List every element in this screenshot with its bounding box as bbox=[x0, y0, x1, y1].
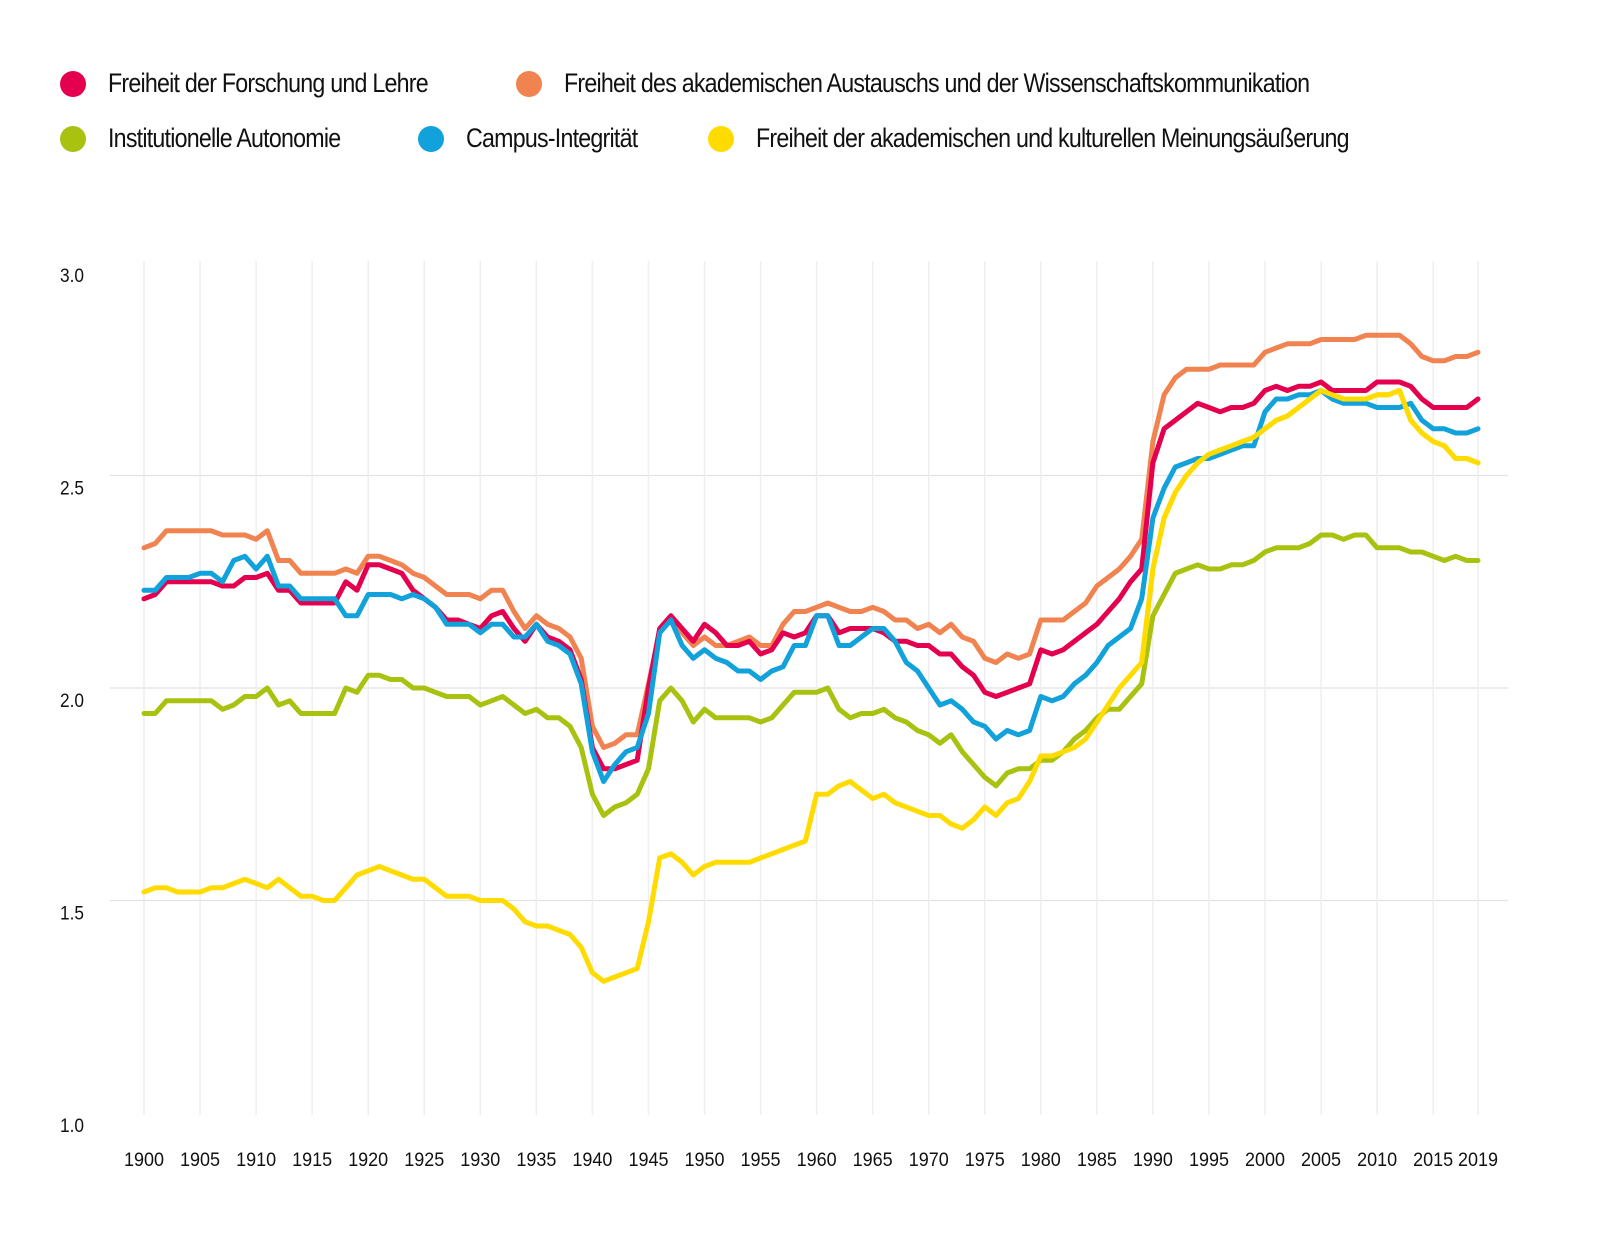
x-tick-label: 1935 bbox=[516, 1150, 556, 1171]
x-tick-label: 1985 bbox=[1077, 1150, 1117, 1171]
legend-row-1: Freiheit der Forschung und Lehre Freihei… bbox=[60, 56, 1560, 111]
x-tick-label: 1970 bbox=[909, 1150, 949, 1171]
legend-label: Freiheit der Forschung und Lehre bbox=[108, 68, 429, 98]
x-tick-label: 1925 bbox=[404, 1150, 444, 1171]
legend-dot-icon bbox=[60, 70, 86, 97]
x-axis-ticks: 1900 1905 1910 1915 1920 1925 1930 1935 1940 1945… bbox=[124, 1150, 1498, 1171]
y-tick-label: 1.5 bbox=[60, 904, 84, 925]
y-tick-label: 2.0 bbox=[60, 691, 84, 712]
x-tick-label: 2005 bbox=[1301, 1150, 1341, 1171]
x-gridlines bbox=[143, 261, 1479, 1115]
x-tick-label: 1905 bbox=[180, 1150, 220, 1171]
x-tick-label: 1960 bbox=[797, 1150, 837, 1171]
y-axis-ticks: 1.0 1.5 2.0 2.5 3.0 bbox=[60, 266, 84, 1137]
legend-dot-icon bbox=[707, 125, 734, 152]
x-tick-label: 1995 bbox=[1189, 1150, 1229, 1171]
x-tick-label: 1940 bbox=[572, 1150, 612, 1171]
x-tick-label: 2010 bbox=[1357, 1150, 1397, 1171]
series-line-2 bbox=[141, 532, 1481, 818]
x-tick-label: 2019 bbox=[1458, 1150, 1498, 1171]
x-tick-label: 1910 bbox=[236, 1150, 276, 1171]
series-lines bbox=[141, 332, 1481, 984]
legend-item-meinungsaeusserung: Freiheit der akademischen und kulturelle… bbox=[707, 123, 1445, 154]
y-gridlines bbox=[110, 474, 1508, 902]
legend-item-autonomie: Institutionelle Autonomie bbox=[60, 123, 378, 154]
x-tick-label: 1950 bbox=[685, 1150, 725, 1171]
x-tick-label: 1930 bbox=[460, 1150, 500, 1171]
legend-dot-icon bbox=[418, 125, 445, 152]
x-tick-label: 1920 bbox=[348, 1150, 388, 1171]
series-line-1 bbox=[141, 332, 1481, 750]
legend-label: Institutionelle Autonomie bbox=[108, 123, 341, 153]
y-tick-label: 3.0 bbox=[60, 266, 84, 287]
x-tick-label: 1975 bbox=[965, 1150, 1005, 1171]
legend-label: Freiheit der akademischen und kulturelle… bbox=[755, 123, 1350, 153]
legend-dot-icon bbox=[515, 70, 542, 97]
series-line-4-overlay bbox=[1139, 388, 1481, 665]
x-tick-label: 2000 bbox=[1245, 1150, 1285, 1171]
x-tick-label: 1980 bbox=[1021, 1150, 1061, 1171]
legend-label: Freiheit des akademischen Austauschs und… bbox=[563, 68, 1310, 98]
series-line-0 bbox=[141, 379, 1481, 772]
x-tick-label: 1965 bbox=[853, 1150, 893, 1171]
legend-item-austausch: Freiheit des akademischen Austauschs und… bbox=[515, 68, 1431, 99]
chart-legend: Freiheit der Forschung und Lehre Freihei… bbox=[60, 56, 1560, 166]
y-tick-label: 2.5 bbox=[60, 479, 84, 500]
series-line-4 bbox=[141, 388, 1481, 984]
legend-item-forschung-lehre: Freiheit der Forschung und Lehre bbox=[60, 68, 480, 99]
legend-label: Campus-Integrität bbox=[466, 123, 638, 153]
x-tick-label: 2015 bbox=[1413, 1150, 1453, 1171]
x-tick-label: 1955 bbox=[741, 1150, 781, 1171]
y-tick-label: 1.0 bbox=[60, 1116, 84, 1137]
x-tick-label: 1945 bbox=[628, 1150, 668, 1171]
x-tick-label: 1990 bbox=[1133, 1150, 1173, 1171]
x-tick-label: 1900 bbox=[124, 1150, 164, 1171]
legend-dot-icon bbox=[60, 125, 86, 152]
series-line-3 bbox=[141, 388, 1481, 784]
legend-item-campus-integritaet: Campus-Integrität bbox=[418, 123, 665, 154]
x-tick-label: 1915 bbox=[292, 1150, 332, 1171]
legend-row-2: Institutionelle Autonomie Campus-Integri… bbox=[60, 111, 1560, 166]
